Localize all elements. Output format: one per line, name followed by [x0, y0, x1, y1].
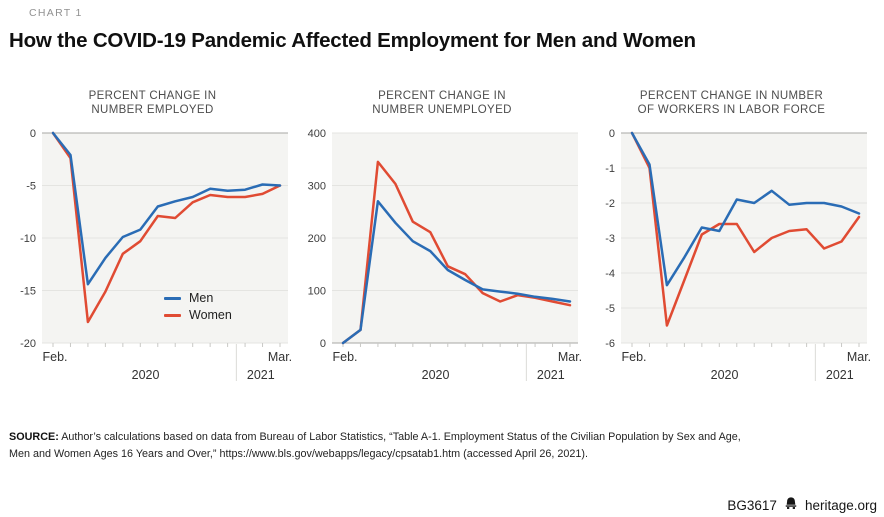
liberty-bell-icon	[784, 497, 798, 513]
svg-text:0: 0	[609, 128, 615, 140]
chart-number-label: CHART 1	[29, 7, 83, 19]
svg-text:-20: -20	[20, 338, 36, 350]
document-id-line: BG3617 heritage.org	[727, 497, 877, 513]
svg-text:Feb.: Feb.	[42, 350, 67, 364]
panel-laborforce-title: PERCENT CHANGE IN NUMBER OF WORKERS IN L…	[637, 90, 826, 117]
svg-text:-10: -10	[20, 233, 36, 245]
svg-text:0: 0	[30, 128, 36, 140]
svg-text:100: 100	[307, 286, 325, 298]
svg-text:-3: -3	[605, 233, 615, 245]
svg-text:2021: 2021	[247, 368, 275, 382]
source-line1: Author’s calculations based on data from…	[61, 431, 741, 444]
svg-text:-6: -6	[605, 338, 615, 350]
svg-text:-5: -5	[26, 181, 36, 193]
svg-text:Mar.: Mar.	[557, 350, 581, 364]
svg-text:Mar.: Mar.	[268, 350, 292, 364]
svg-text:Feb.: Feb.	[621, 350, 646, 364]
panel-laborforce: PERCENT CHANGE IN NUMBER OF WORKERS IN L…	[587, 89, 876, 385]
svg-text:Feb.: Feb.	[332, 350, 357, 364]
men-line-swatch	[164, 296, 181, 300]
svg-text:2021: 2021	[826, 368, 854, 382]
employed-line-chart: 0 -5 -10 -15 -20 Feb. Mar. 2020 2021 Men Women	[8, 123, 297, 385]
legend-label-women: Women	[189, 308, 232, 323]
legend-item-women: Women	[164, 308, 232, 322]
website: heritage.org	[804, 497, 877, 513]
source-line2: Men and Women Ages 16 Years and Over,” h…	[9, 447, 588, 460]
panel-unemployed-title: PERCENT CHANGE IN NUMBER UNEMPLOYED	[372, 90, 512, 117]
svg-text:200: 200	[307, 233, 325, 245]
svg-text:2020: 2020	[132, 368, 160, 382]
source-note: SOURCE: Author’s calculations based on d…	[9, 429, 876, 462]
panel-employed-title: PERCENT CHANGE IN NUMBER EMPLOYED	[88, 90, 217, 117]
svg-text:-5: -5	[605, 303, 615, 315]
laborforce-line-chart: 0 -1 -2 -3 -4 -5 -6 Feb. Mar. 2020 2021	[587, 123, 876, 385]
svg-text:300: 300	[307, 181, 325, 193]
svg-text:-15: -15	[20, 286, 36, 298]
panel-employed: PERCENT CHANGE IN NUMBER EMPLOYED 0 -5 -10…	[8, 89, 297, 385]
svg-text:Mar.: Mar.	[847, 350, 871, 364]
legend-item-men: Men	[164, 291, 232, 305]
legend: Men Women	[164, 291, 232, 322]
unemployed-line-chart: 400 300 200 100 0 Feb. Mar. 2020 2021	[298, 123, 587, 385]
source-label: SOURCE:	[9, 431, 59, 444]
legend-label-men: Men	[189, 291, 214, 306]
panel-unemployed: PERCENT CHANGE IN NUMBER UNEMPLOYED 400 3…	[298, 89, 587, 385]
svg-text:2021: 2021	[536, 368, 564, 382]
svg-text:0: 0	[319, 338, 325, 350]
page-title: How the COVID-19 Pandemic Affected Emplo…	[9, 29, 696, 52]
women-line-swatch	[164, 313, 181, 317]
doc-id: BG3617	[727, 497, 777, 513]
svg-text:-4: -4	[605, 268, 615, 280]
svg-text:400: 400	[307, 128, 325, 140]
svg-text:2020: 2020	[421, 368, 449, 382]
svg-text:-1: -1	[605, 163, 615, 175]
svg-text:2020: 2020	[711, 368, 739, 382]
chart-panels: PERCENT CHANGE IN NUMBER EMPLOYED 0 -5 -10…	[8, 89, 876, 385]
svg-text:-2: -2	[605, 198, 615, 210]
